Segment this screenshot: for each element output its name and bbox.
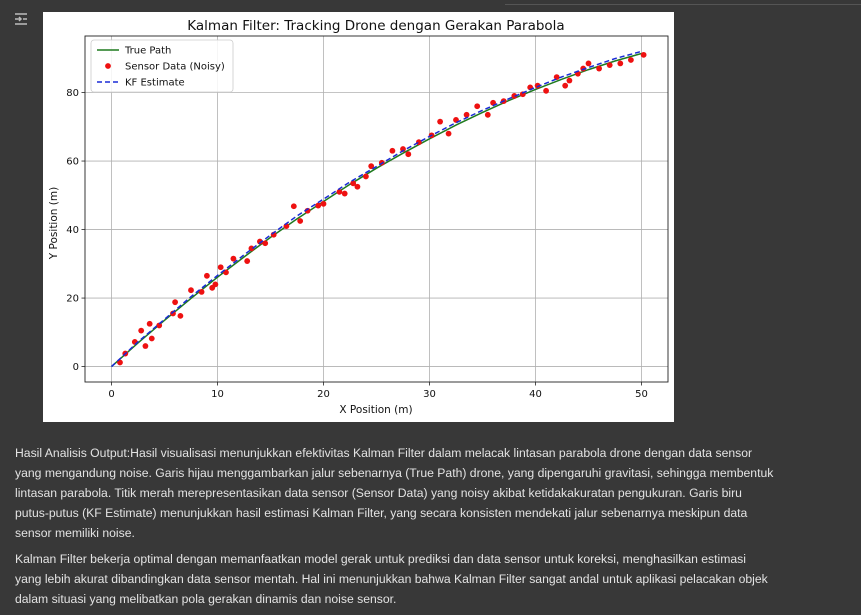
top-divider	[505, 4, 861, 5]
kalman-chart: Kalman Filter: Tracking Drone dengan Ger…	[43, 12, 674, 422]
sensor-data-point	[204, 272, 210, 279]
sensor-data-point	[562, 82, 569, 89]
sensor-data-point	[142, 343, 149, 349]
sensor-data-point	[262, 240, 269, 247]
legend-label: True Path	[124, 46, 171, 57]
chart-grid	[85, 36, 668, 382]
sensor-data-point	[315, 202, 322, 209]
sensor-data-point	[484, 111, 491, 118]
y-axis-label: Y Position (m)	[48, 187, 60, 260]
true-path-line	[111, 52, 642, 368]
chart-legend: True Path Sensor Data (Noisy) KF Estimate	[90, 39, 234, 93]
chart-svg: Kalman Filter: Tracking Drone dengan Ger…	[48, 18, 669, 416]
sensor-data-point	[511, 93, 518, 99]
sensor-data-point	[628, 57, 634, 63]
sensor-data-point	[148, 335, 155, 342]
x-tick-label: 0	[108, 389, 114, 400]
plot-frame	[84, 35, 669, 383]
sensor-data-point	[172, 299, 179, 306]
sensor-data-point	[368, 163, 375, 170]
sensor-data-point	[217, 264, 224, 271]
y-tick-label: 0	[73, 362, 79, 373]
sensor-data-point	[257, 238, 263, 245]
sensor-data-point	[405, 151, 412, 158]
sensor-data-point	[138, 327, 145, 334]
sensor-data-point	[585, 60, 592, 67]
sensor-data-point	[188, 287, 194, 294]
sensor-data-point	[640, 51, 647, 58]
x-axis-label: X Position (m)	[339, 404, 412, 416]
sensor-data-point	[290, 203, 297, 210]
sensor-data-point	[445, 130, 452, 137]
sensor-data-point	[156, 322, 163, 329]
legend-box	[90, 39, 234, 93]
analysis-paragraph-2: Kalman Filter bekerja optimal dengan mem…	[15, 552, 768, 606]
sensor-data-point	[400, 146, 406, 152]
y-tick-label: 20	[66, 294, 79, 305]
sensor-data-point	[248, 245, 255, 252]
sensor-data-point	[230, 255, 237, 262]
sensor-data-point	[596, 65, 602, 72]
sensor-data-point	[606, 62, 613, 69]
legend-sensor-swatch	[105, 63, 111, 69]
sensor-data-point	[146, 320, 153, 327]
sensor-data-point	[543, 87, 549, 94]
sensor-data-point	[297, 218, 304, 224]
sensor-data-point	[244, 258, 251, 264]
analysis-paragraph-1: Hasil Analisis Output:Hasil visualisasi …	[15, 446, 774, 540]
chart-marks	[110, 50, 647, 368]
sensor-data-point	[416, 139, 422, 146]
sensor-data-point	[212, 281, 219, 288]
sensor-data-point	[363, 173, 369, 180]
x-tick-label: 40	[529, 389, 542, 400]
sensor-data-point	[320, 200, 327, 207]
legend-label: KF Estimate	[125, 78, 185, 89]
y-tick-label: 80	[66, 88, 79, 99]
sensor-data-point	[341, 190, 348, 197]
x-tick-label: 20	[317, 389, 330, 400]
sensor-data-point	[566, 77, 573, 84]
sensor-data-point	[336, 188, 343, 195]
x-tick-label: 50	[635, 389, 648, 400]
sensor-data-point	[463, 111, 470, 118]
sensor-data-point	[198, 289, 205, 295]
sensor-data-point	[617, 60, 624, 67]
chart-ticks: 0 10 20 30 40 50 0 20 40 60 80	[66, 88, 648, 400]
chart-title: Kalman Filter: Tracking Drone dengan Ger…	[187, 18, 564, 34]
legend-label: Sensor Data (Noisy)	[125, 62, 225, 73]
sensor-data-point	[177, 312, 184, 319]
collapse-output-icon[interactable]	[12, 10, 30, 28]
kf-estimate-line	[110, 50, 642, 368]
x-tick-label: 30	[423, 389, 436, 400]
sensor-data-point	[350, 180, 357, 187]
sensor-data-point	[389, 147, 396, 154]
sensor-data-point	[437, 118, 443, 125]
sensor-data-point	[474, 103, 481, 110]
sensor-data-point	[534, 82, 541, 89]
y-tick-label: 40	[66, 225, 79, 236]
x-tick-label: 10	[211, 389, 224, 400]
analysis-text: Hasil Analisis Output:Hasil visualisasi …	[15, 443, 775, 615]
sensor-data-point	[553, 74, 560, 81]
sensor-data-point	[170, 310, 176, 317]
sensor-data-point	[354, 183, 361, 190]
y-tick-label: 60	[66, 157, 79, 168]
